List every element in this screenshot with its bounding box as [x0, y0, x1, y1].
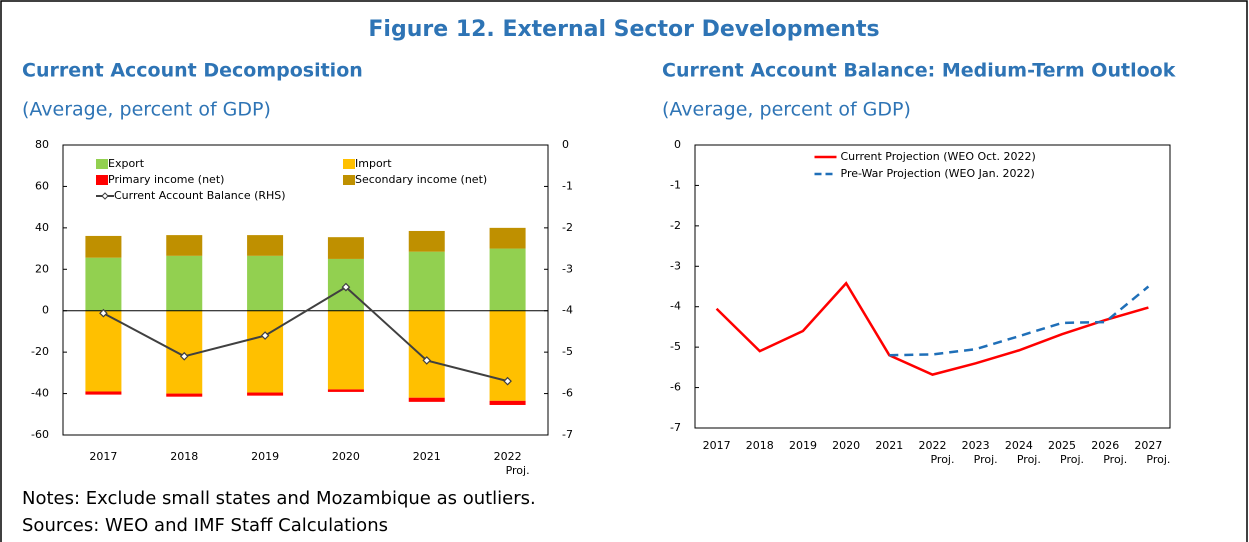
bar: [489, 248, 526, 311]
y-tick-label: -40: [31, 387, 49, 400]
y-tick-label: -2: [670, 219, 681, 232]
legend-swatch: [343, 175, 355, 185]
bar: [489, 310, 526, 401]
y-tick-label: 0: [674, 138, 681, 151]
legend-label: Current Projection (WEO Oct. 2022): [841, 150, 1036, 163]
y2-tick-label: -6: [562, 387, 573, 400]
marker: [99, 308, 108, 318]
y-tick-label: 0: [42, 304, 49, 317]
bar: [247, 235, 284, 256]
y-tick-label: -3: [670, 259, 681, 272]
bar: [408, 230, 445, 252]
bar: [327, 389, 364, 392]
bar: [247, 255, 284, 311]
y-tick-label: 80: [35, 138, 49, 151]
y-tick-label: 60: [35, 179, 49, 192]
x-tick-label: 2017: [89, 450, 117, 463]
y2-tick-label: -2: [562, 221, 573, 234]
x-tick-label: 2024 Proj.: [1005, 439, 1041, 466]
x-tick-label: 2020: [332, 450, 360, 463]
y-tick-label: -7: [670, 421, 681, 434]
bar: [85, 391, 122, 395]
x-tick-label: 2025 Proj.: [1048, 439, 1084, 466]
y2-tick-label: -5: [562, 345, 573, 358]
legend-label: Current Account Balance (RHS): [114, 189, 286, 202]
notes: Notes: Exclude small states and Mozambiq…: [22, 488, 536, 509]
legend-label: Pre-War Projection (WEO Jan. 2022): [841, 167, 1035, 180]
x-tick-label: 2017: [703, 439, 731, 452]
y2-tick-label: -3: [562, 262, 573, 275]
y-tick-label: 40: [35, 221, 49, 234]
bar: [85, 235, 122, 258]
x-tick-label: 2027 Proj.: [1134, 439, 1170, 466]
legend-swatch: [96, 175, 108, 185]
legend-swatch: [343, 159, 355, 169]
y-tick-label: -20: [31, 345, 49, 358]
plot-frame: [694, 144, 1171, 429]
y2-tick-label: 0: [562, 138, 569, 151]
x-tick-label: 2019: [789, 439, 817, 452]
bar: [166, 393, 203, 397]
x-tick-label: 2022 Proj.: [494, 450, 530, 477]
marker: [422, 356, 432, 365]
y2-tick-label: -1: [562, 179, 573, 192]
x-tick-label: 2020: [832, 439, 860, 452]
y-tick-label: -1: [670, 178, 681, 191]
y2-tick-label: -7: [562, 428, 573, 441]
plot-frame: [62, 144, 549, 436]
bar: [247, 392, 284, 396]
legend-label: Import: [355, 157, 392, 170]
line: [715, 281, 1149, 376]
marker: [503, 376, 512, 386]
legend-label: Secondary income (net): [355, 173, 487, 186]
chart-subtitle: (Average, percent of GDP): [662, 99, 911, 121]
x-tick-label: 2026 Proj.: [1091, 439, 1127, 466]
chart-subtitle: (Average, percent of GDP): [22, 99, 271, 121]
legend-label: Primary income (net): [108, 173, 224, 186]
bar: [408, 397, 445, 402]
bar: [327, 310, 364, 390]
line: [102, 285, 508, 383]
legend-marker: [101, 192, 109, 200]
marker: [341, 282, 351, 292]
bar: [247, 310, 284, 393]
figure-title: Figure 12. External Sector Developments: [368, 17, 879, 42]
bar: [85, 257, 122, 311]
legend-swatch: [96, 159, 108, 169]
legend-label: Export: [108, 157, 145, 170]
line: [889, 285, 1150, 357]
y-tick-label: -60: [31, 428, 49, 441]
x-tick-label: 2022 Proj.: [919, 439, 955, 466]
chart-title: Current Account Balance: Medium-Term Out…: [662, 60, 1176, 82]
bar: [489, 400, 526, 405]
y2-tick-label: -4: [562, 304, 573, 317]
bar: [489, 227, 526, 249]
x-tick-label: 2021: [875, 439, 903, 452]
x-tick-label: 2019: [251, 450, 279, 463]
bar: [327, 237, 364, 259]
marker: [260, 331, 270, 340]
x-tick-label: 2023 Proj.: [962, 439, 998, 466]
x-tick-label: 2021: [413, 450, 441, 463]
bar: [85, 310, 122, 392]
chart-title: Current Account Decomposition: [22, 60, 363, 82]
bar: [166, 255, 203, 311]
x-tick-label: 2018: [170, 450, 198, 463]
bar: [408, 251, 445, 311]
bar: [408, 310, 445, 398]
sources: Sources: WEO and IMF Staff Calculations: [22, 515, 388, 536]
x-tick-label: 2018: [746, 439, 774, 452]
y-tick-label: -5: [670, 340, 681, 353]
y-tick-label: -6: [670, 381, 681, 394]
y-tick-label: 20: [35, 262, 49, 275]
y-tick-label: -4: [670, 300, 681, 313]
marker: [179, 351, 189, 361]
bar: [166, 235, 203, 256]
